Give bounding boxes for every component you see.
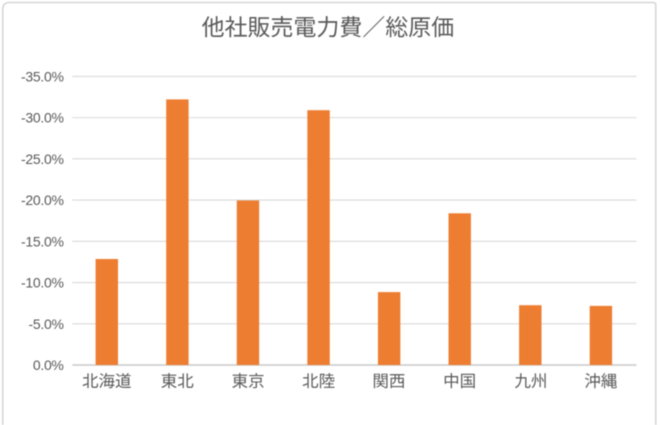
svg-text:0.0%: 0.0%	[33, 357, 64, 373]
svg-text:-25.0%: -25.0%	[21, 151, 64, 167]
svg-text:-20.0%: -20.0%	[21, 192, 64, 208]
svg-text:-35.0%: -35.0%	[21, 68, 64, 84]
svg-text:-15.0%: -15.0%	[21, 233, 64, 249]
svg-text:-5.0%: -5.0%	[29, 316, 64, 332]
svg-text:-30.0%: -30.0%	[21, 110, 64, 126]
svg-text:-10.0%: -10.0%	[21, 275, 64, 291]
